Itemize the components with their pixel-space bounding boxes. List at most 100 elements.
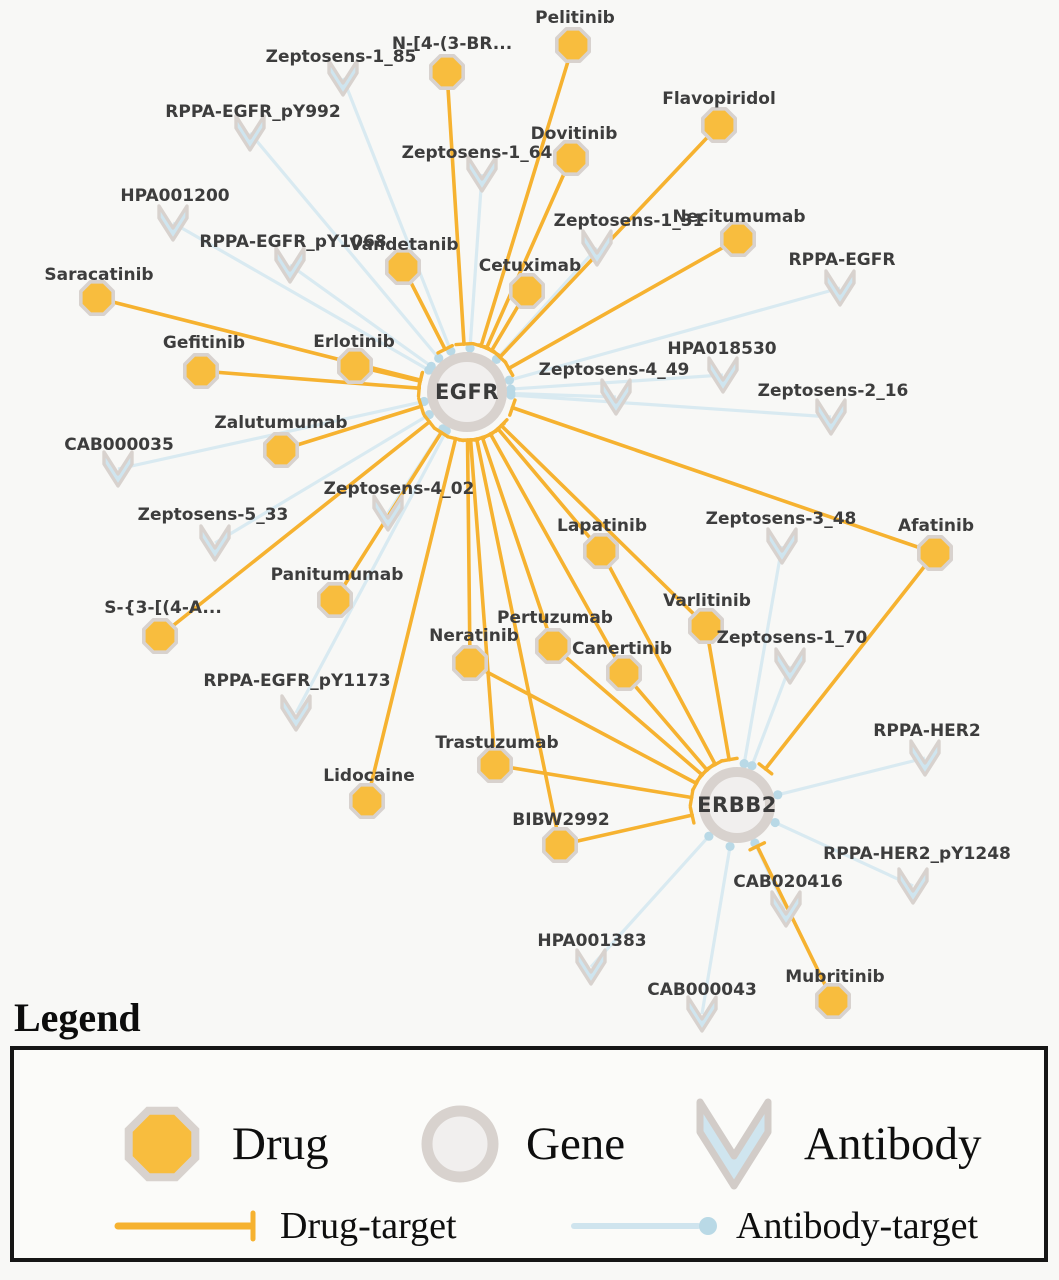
node-z1-85[interactable] [327,59,359,97]
legend-item-antibody-target: Antibody-target [566,1204,978,1248]
edge-mubritinib-erbb2 [748,841,835,1003]
edge-bibw2992-erbb2 [558,805,696,847]
node-n4-3br[interactable] [428,53,466,90]
edge-z1-70-erbb2 [747,665,792,771]
node-vandetanib[interactable] [384,249,422,286]
node-z1-70[interactable] [774,647,806,685]
edge-trastuzumab-erbb2 [493,763,695,808]
node-rppa-her2-py1248[interactable] [897,867,929,905]
node-rppa-egfr-py1173[interactable] [280,694,312,732]
edge-canertinib-erbb2 [622,671,715,777]
label-cab020416: CAB020416 [733,872,843,892]
node-gefitinib[interactable] [183,352,219,390]
label-n4-3br: N-[4-(3-BR... [392,34,512,54]
node-zalutumumab[interactable] [262,431,300,469]
node-cetuximab[interactable] [508,272,546,310]
node-bibw2992[interactable] [541,826,579,864]
label-pelitinib: Pelitinib [535,8,615,28]
legend-item-gene: Gene [412,1096,625,1192]
node-lapatinib[interactable] [582,532,620,570]
legend-drug-label: Drug [232,1118,329,1170]
label-z1-70: Zeptosens-1_70 [717,628,868,648]
edge-rppa-egfr-py992-egfr [248,131,444,363]
label-rppa-her2-py1248: RPPA-HER2_pY1248 [823,844,1011,864]
label-gefitinib: Gefitinib [163,333,245,353]
node-s3-4a[interactable] [142,617,178,655]
node-erbb2[interactable] [699,767,775,843]
network-canvas: EGFR ERBB2 Pelitinib N-[4-(3-BR... Flavopiri… [44,8,1011,1033]
drug-edges [95,43,937,1003]
edge-afatinib-egfr [508,398,937,555]
edge-rppa-her2-erbb2 [773,756,926,800]
node-cab000035[interactable] [102,450,134,488]
label-z2-16: Zeptosens-2_16 [758,381,909,401]
node-z4-02[interactable] [372,494,404,532]
node-saracatinib[interactable] [79,279,115,317]
node-hpa001383[interactable] [575,948,607,986]
node-erlotinib[interactable] [336,347,374,385]
label-lidocaine: Lidocaine [323,766,415,786]
label-neratinib: Neratinib [429,626,519,646]
legend-item-drug-target: Drug-target [110,1204,457,1248]
node-rppa-egfr-py1068[interactable] [274,246,306,284]
label-zalutumumab: Zalutumumab [214,413,347,433]
edge-necitumumab-egfr [503,237,740,378]
label-panitumumab: Panitumumab [271,565,404,585]
label-cab000043: CAB000043 [647,980,757,1000]
node-hpa018530[interactable] [707,356,739,394]
label-mubritinib: Mubritinib [785,967,884,987]
label-z4-49: Zeptosens-4_49 [539,360,690,380]
edge-zalutumumab-egfr [279,396,426,452]
label-z4-02: Zeptosens-4_02 [324,479,475,499]
legend-gene-label: Gene [526,1118,626,1170]
node-rppa-egfr[interactable] [824,269,856,307]
nodes [79,26,954,1033]
legend-antibody-label: Antibody [804,1118,982,1170]
node-labels: EGFR ERBB2 Pelitinib N-[4-(3-BR... Flavopiri… [44,8,1010,1000]
node-z1-64[interactable] [466,155,498,193]
label-flavopiridol: Flavopiridol [662,89,776,109]
node-neratinib[interactable] [451,644,489,682]
label-afatinib: Afatinib [898,516,974,536]
edge-s3-4a-egfr [158,413,437,638]
node-dovitinib[interactable] [552,140,590,176]
node-z3-48[interactable] [766,527,798,565]
antibody-edges [117,77,926,1015]
node-rppa-her2[interactable] [909,739,941,777]
node-flavopiridol[interactable] [700,107,738,143]
label-canertinib: Canertinib [572,639,672,659]
node-hpa001200[interactable] [157,204,189,242]
node-pertuzumab[interactable] [534,627,572,665]
node-panitumumab[interactable] [316,581,354,619]
node-z1-31[interactable] [581,229,613,267]
node-varlitinib[interactable] [687,607,725,645]
label-z5-33: Zeptosens-5_33 [138,505,289,525]
node-mubritinib[interactable] [814,982,852,1020]
node-necitumumab[interactable] [719,221,757,257]
node-afatinib[interactable] [916,534,954,572]
node-lidocaine[interactable] [348,782,386,820]
node-egfr[interactable] [427,352,507,432]
legend-drug-target-label: Drug-target [280,1205,457,1247]
legend-item-drug: Drug [110,1092,329,1196]
node-cab020416[interactable] [770,890,802,928]
label-necitumumab: Necitumumab [672,207,805,227]
label-cab000035: CAB000035 [64,435,174,455]
edge-z2-16-egfr [506,390,832,419]
node-pelitinib[interactable] [554,26,592,64]
label-rppa-egfr-py992: RPPA-EGFR_pY992 [165,102,340,122]
node-canertinib[interactable] [605,654,643,692]
legend-box: Drug Gene Antibody Drug-target Antibody-… [10,1046,1048,1262]
node-z5-33[interactable] [199,524,231,562]
label-rppa-her2: RPPA-HER2 [873,721,980,741]
node-z2-16[interactable] [815,398,847,436]
node-z4-49[interactable] [600,378,632,416]
node-cab000043[interactable] [686,995,718,1033]
label-hpa001200: HPA001200 [120,186,229,206]
label-erlotinib: Erlotinib [313,332,395,352]
label-dovitinib: Dovitinib [531,124,618,144]
legend-title: Legend [14,995,141,1040]
node-rppa-egfr-py992[interactable] [234,114,266,152]
label-z1-31: Zeptosens-1_31 [554,211,705,231]
node-trastuzumab[interactable] [476,746,514,784]
